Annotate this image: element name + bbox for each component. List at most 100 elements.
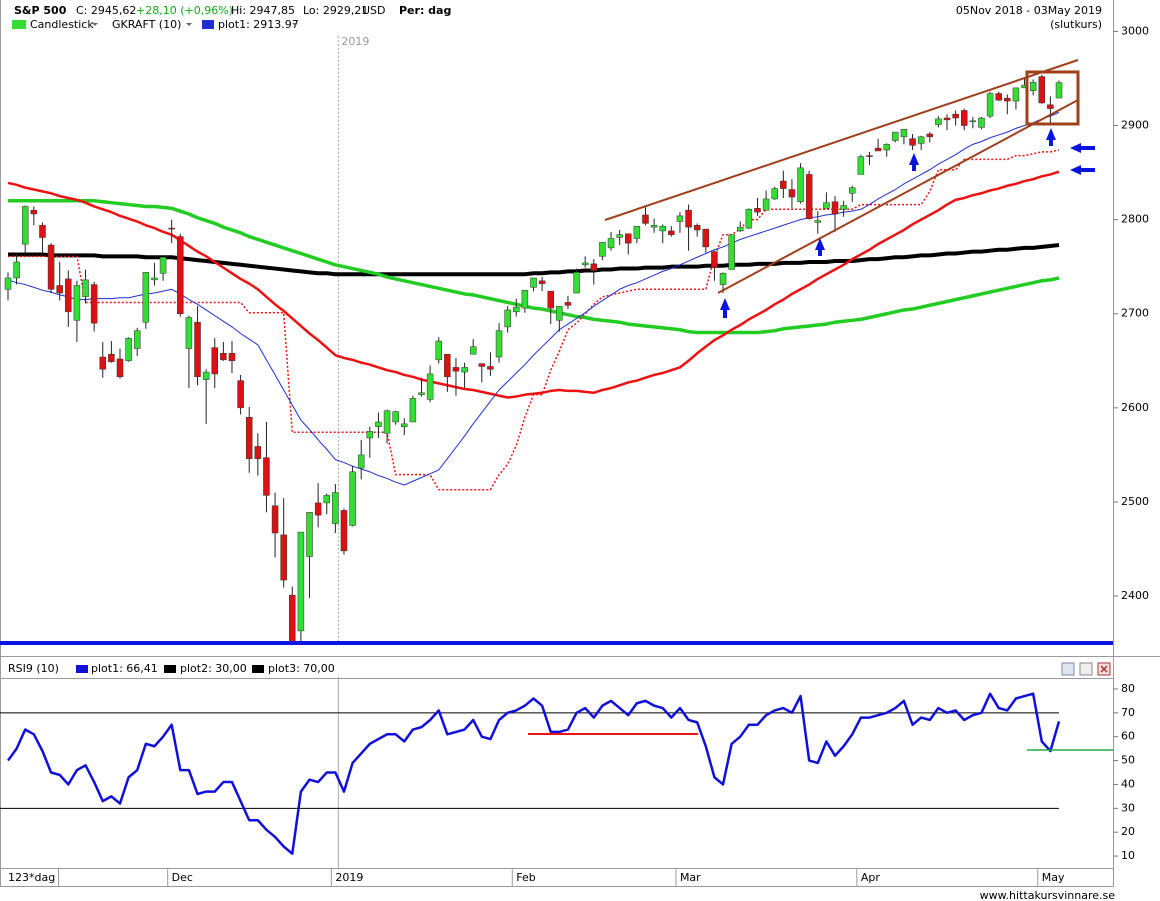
candle-body bbox=[625, 233, 632, 244]
year-label: 2019 bbox=[341, 35, 369, 48]
symbol: S&P 500 bbox=[14, 4, 67, 17]
legend-item: plot3: 70,00 bbox=[268, 662, 335, 675]
candle-body bbox=[986, 93, 994, 117]
up-arrow bbox=[720, 298, 730, 318]
candle-body bbox=[1004, 97, 1011, 102]
x-tick-label: Dec bbox=[172, 871, 193, 884]
price-change: +28,10 (+0,96%) bbox=[136, 4, 233, 17]
y-tick-label: 10 bbox=[1121, 849, 1135, 862]
panel-icon[interactable] bbox=[1079, 662, 1093, 676]
rsi-panel: 10 20 30 40 50 60 70 80 Dec 2019 Feb Mar Apr May bbox=[0, 677, 1135, 887]
y-tick-label: 60 bbox=[1121, 730, 1135, 743]
candle-body bbox=[418, 392, 425, 395]
candle-body bbox=[978, 117, 985, 128]
y-tick-label: 30 bbox=[1121, 801, 1135, 814]
price-type: (slutkurs) bbox=[1050, 18, 1102, 31]
legend-swatch bbox=[12, 20, 26, 29]
candle-body bbox=[952, 113, 959, 119]
candle-body bbox=[728, 234, 735, 270]
candle-body bbox=[762, 198, 770, 211]
candle-body bbox=[133, 330, 141, 349]
candle-body bbox=[909, 138, 916, 146]
candle-body bbox=[401, 423, 408, 427]
candle-body bbox=[513, 306, 520, 313]
candle-body bbox=[202, 371, 210, 380]
dropdown-arrow[interactable] bbox=[92, 23, 98, 26]
indicator-line bbox=[6, 692, 1061, 855]
candle-body bbox=[461, 367, 468, 373]
y-tick-label: 40 bbox=[1121, 777, 1135, 790]
indicator-line bbox=[8, 199, 1060, 335]
candle-body bbox=[82, 279, 89, 298]
left-arrow bbox=[1070, 143, 1095, 153]
candle-body bbox=[599, 241, 606, 257]
dropdown-arrow[interactable] bbox=[186, 23, 192, 26]
y-tick-label: 2500 bbox=[1121, 495, 1149, 508]
candle-body bbox=[969, 120, 977, 123]
candle-body bbox=[125, 337, 132, 362]
candle-body bbox=[245, 417, 253, 459]
trend-line bbox=[604, 59, 1079, 221]
bar-count: 123*dag bbox=[8, 871, 55, 884]
candle-body bbox=[788, 189, 796, 198]
candle-body bbox=[1038, 76, 1046, 104]
trend-line bbox=[717, 99, 1079, 294]
legend-item[interactable]: GKRAFT (10) bbox=[112, 18, 181, 31]
legend-item: plot1: 66,41 bbox=[91, 662, 158, 675]
candle-body bbox=[530, 277, 537, 288]
candle-body bbox=[848, 187, 856, 194]
candle-body bbox=[719, 273, 727, 285]
candle-body bbox=[116, 358, 124, 378]
legend-item[interactable]: Candlestick bbox=[30, 18, 94, 31]
candle-body bbox=[220, 353, 227, 361]
candle-body bbox=[874, 147, 882, 152]
candle-body bbox=[357, 454, 365, 469]
legend-swatch bbox=[252, 665, 264, 673]
candle-body bbox=[711, 251, 718, 268]
panel-icon[interactable] bbox=[1061, 662, 1075, 676]
candle-body bbox=[168, 227, 175, 230]
left-arrow bbox=[1070, 165, 1095, 175]
legend-item[interactable]: plot1: 2913.97 bbox=[218, 18, 299, 31]
candle-body bbox=[805, 174, 813, 219]
candle-body bbox=[866, 155, 873, 157]
candle-body bbox=[926, 133, 934, 138]
close-icon-x bbox=[1100, 665, 1108, 673]
candle-body bbox=[4, 277, 12, 290]
y-tick-label: 2800 bbox=[1121, 213, 1149, 226]
candle-body bbox=[306, 512, 313, 557]
candle-body bbox=[297, 531, 305, 632]
candle-body bbox=[693, 225, 701, 231]
dropdown-arrow[interactable] bbox=[292, 23, 298, 26]
y-tick-label: 20 bbox=[1121, 825, 1135, 838]
candle-body bbox=[581, 262, 589, 266]
candle-body bbox=[332, 492, 339, 524]
candle-body bbox=[349, 471, 356, 526]
candle-body bbox=[426, 373, 434, 400]
candle-body bbox=[73, 285, 81, 321]
candle-body bbox=[685, 209, 692, 228]
candle-body bbox=[478, 363, 486, 367]
candle-body bbox=[340, 510, 348, 552]
candle-body bbox=[943, 117, 951, 121]
candle-body bbox=[771, 188, 778, 200]
candle-body bbox=[194, 321, 201, 378]
period: Per: dag bbox=[399, 4, 451, 17]
candle-body bbox=[177, 236, 184, 314]
candle-body bbox=[159, 257, 167, 274]
candle-body bbox=[737, 226, 744, 232]
candle-body bbox=[676, 215, 684, 222]
candle-body bbox=[375, 421, 382, 427]
candle-body bbox=[151, 277, 158, 281]
candle-body bbox=[547, 290, 554, 309]
candle-body bbox=[823, 202, 830, 209]
annotations bbox=[0, 59, 1113, 751]
candle-body bbox=[211, 347, 219, 375]
y-tick-label: 50 bbox=[1121, 754, 1135, 767]
up-arrow bbox=[1046, 128, 1056, 146]
y-tick-label: 2900 bbox=[1121, 119, 1149, 132]
candle-body bbox=[1055, 82, 1063, 99]
legend-swatch bbox=[76, 665, 88, 673]
candle-body bbox=[556, 305, 563, 321]
candle-body bbox=[39, 225, 46, 238]
